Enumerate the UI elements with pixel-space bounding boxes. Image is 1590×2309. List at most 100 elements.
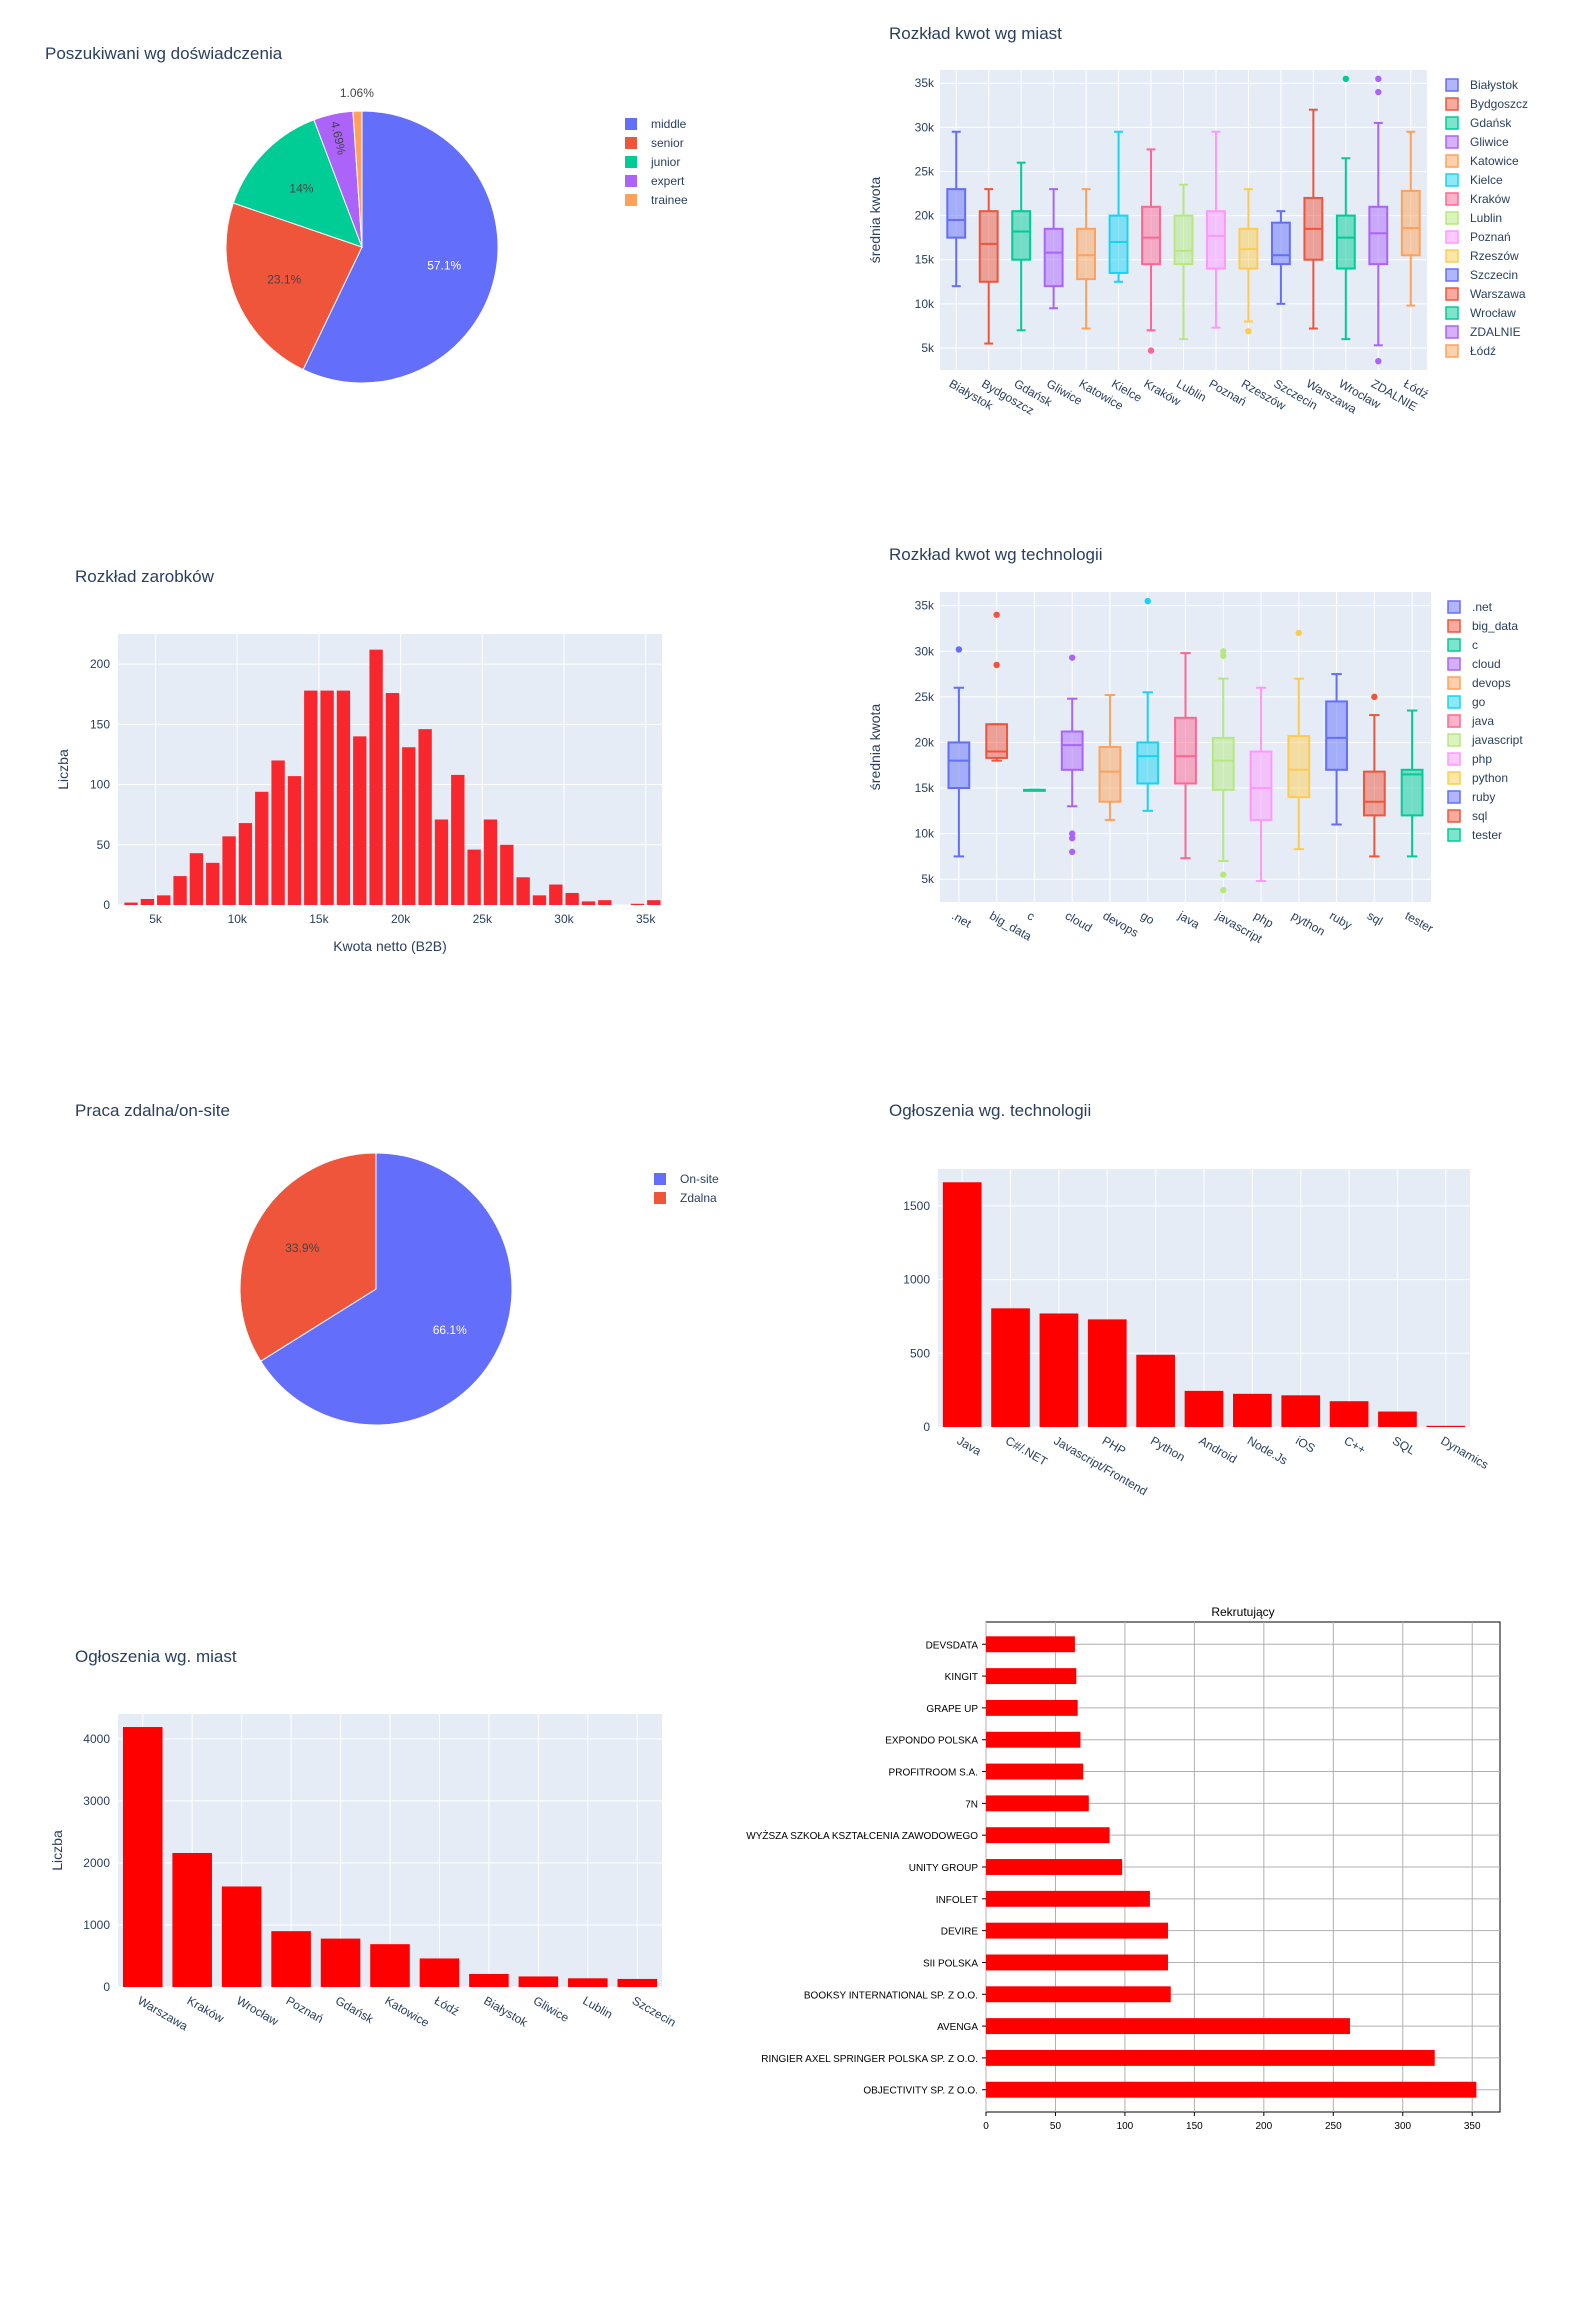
- histogram-bar: [581, 901, 596, 905]
- box-body-białystok: [946, 188, 967, 239]
- y-tick-label-sii-polska: SII POLSKA: [923, 1958, 978, 1969]
- pie-label-on-site: 66.1%: [433, 1323, 467, 1337]
- legend-label-gliwice: Gliwice: [1470, 135, 1509, 149]
- y-tick-label: 0: [103, 898, 110, 912]
- y-tick-label: 10k: [915, 297, 935, 311]
- legend-label-cloud: cloud: [1472, 657, 1501, 671]
- outlier-point-zdalnie: [1375, 357, 1382, 365]
- x-tick-label-gdańsk: Gdańsk: [333, 1993, 377, 2026]
- histogram-bar: [418, 729, 432, 905]
- bar-białystok: [469, 1973, 509, 1987]
- y-tick-label-avenga: AVENGA: [937, 2022, 978, 2033]
- box-go: [1136, 597, 1160, 812]
- y-tick-label: 0: [923, 1420, 930, 1434]
- y-axis-label: średnia kwota: [867, 704, 883, 791]
- pie-slice-senior: [225, 202, 363, 371]
- bar-booksy-international-sp-z-o-o: [986, 1986, 1171, 2003]
- pie-slice-on-site: [260, 1152, 513, 1426]
- y-tick-label: 5k: [921, 341, 935, 355]
- outlier-point-python: [1295, 629, 1303, 637]
- x-tick-label-katowice: Katowice: [383, 1993, 432, 2030]
- box-zdalnie: [1368, 75, 1389, 365]
- x-tick-label-python: Python: [1148, 1433, 1187, 1464]
- outlier-point-javascript: [1220, 648, 1227, 655]
- outlier-point-javascript: [1220, 871, 1227, 878]
- bar-unity-group: [986, 1859, 1123, 1875]
- experience-pie-chart: Poszukiwani wg doświadczenia 57.1% 23.1% 14…: [45, 44, 688, 384]
- x-tick-label-sql: sql: [1365, 908, 1385, 928]
- box-body-sql: [1362, 770, 1386, 817]
- box-javascript: [1211, 648, 1235, 894]
- x-tick-label-kraków: Kraków: [185, 1993, 227, 2025]
- y-tick-label: 30k: [915, 120, 935, 134]
- box-body-lublin: [1173, 214, 1194, 266]
- legend-label-kraków: Kraków: [1470, 192, 1510, 206]
- histogram-bar: [140, 898, 155, 905]
- legend-label-php: php: [1472, 752, 1492, 766]
- legend-swatch-gliwice: [1445, 135, 1459, 149]
- histogram-bar: [369, 649, 383, 905]
- y-tick-label: 4000: [83, 1732, 110, 1746]
- y-tick-label: 25k: [915, 690, 935, 704]
- legend-label-python: python: [1472, 771, 1508, 785]
- box-body-bydgoszcz: [978, 210, 999, 283]
- y-tick-label: 35k: [915, 76, 935, 90]
- histogram-bar: [532, 895, 547, 905]
- chart-title: Ogłoszenia wg. miast: [75, 1647, 237, 1666]
- outlier-point-zdalnie: [1375, 88, 1382, 96]
- legend-label-kielce: Kielce: [1470, 173, 1503, 187]
- bar-wrocław: [221, 1886, 262, 1987]
- bar-php: [1087, 1319, 1127, 1427]
- x-tick-label: 15k: [309, 912, 329, 926]
- legend-swatch-c: [1447, 638, 1461, 652]
- box-php: [1249, 686, 1273, 883]
- bar-javascript-frontend: [1039, 1313, 1079, 1427]
- box-body-big-data: [985, 723, 1009, 759]
- outlier-point-zdalnie: [1375, 75, 1382, 83]
- x-tick-label-go: go: [1138, 908, 1157, 927]
- y-tick-label: 25k: [915, 164, 935, 178]
- y-tick-label-wyższa-szkoła-kształcenia-zawodowego: WYŻSZA SZKOŁA KSZTAŁCENIA ZAWODOWEGO: [746, 1829, 978, 1842]
- legend-label-c: c: [1472, 638, 1478, 652]
- bar-profitroom-s-a: [986, 1763, 1084, 1780]
- histogram-bar: [287, 776, 302, 905]
- legend-label-białystok: Białystok: [1470, 78, 1519, 92]
- x-tick-label-net: .net: [949, 908, 974, 930]
- x-tick-label-łódź: Łódź: [432, 1993, 462, 2018]
- legend-label-big-data: big_data: [1472, 619, 1518, 633]
- salary-hist-panel: Rozkład zarobków 5k 10k 15k 20k 25k 30k 35k 0 50 1…: [0, 530, 800, 1000]
- bar-warszawa: [122, 1727, 163, 1987]
- bar-ringier-axel-springer-polska-sp-z-o-o: [986, 2049, 1435, 2066]
- outlier-point-go: [1144, 597, 1151, 605]
- legend-swatch-zdalna: [654, 1192, 666, 1204]
- y-tick-label: 1500: [903, 1199, 930, 1213]
- box-body-net: [947, 741, 971, 790]
- pie-slice-zdalna: [239, 1152, 377, 1362]
- x-tick-label-python: python: [1289, 908, 1327, 938]
- y-tick-label-expondo-polska: EXPONDO POLSKA: [885, 1736, 978, 1747]
- x-tick-label: 35k: [636, 912, 656, 926]
- histogram-bar: [353, 736, 367, 905]
- bar-c-net: [991, 1308, 1030, 1427]
- recruiters-panel: Rekrutujący 0 50 100 150 200 250 300 350 DEVSDATA…: [730, 1590, 1590, 2150]
- bar-lublin: [568, 1978, 608, 1987]
- legend-swatch-gdańsk: [1445, 116, 1459, 130]
- y-tick-label-kingit: KINGIT: [945, 1672, 978, 1683]
- pie-label-junior: 14%: [289, 181, 313, 195]
- x-tick-label-java: Java: [955, 1433, 984, 1458]
- y-tick-label: 30k: [915, 644, 935, 658]
- legend-swatch-kielce: [1445, 173, 1459, 187]
- box-poznań: [1206, 130, 1226, 329]
- y-tick-label: 150: [90, 717, 110, 731]
- bar-python: [1136, 1354, 1175, 1427]
- box-body-zdalnie: [1368, 205, 1389, 266]
- box-body-łódź: [1400, 189, 1421, 257]
- x-tick-label-ios: iOS: [1293, 1433, 1317, 1455]
- y-tick-label: 0: [103, 1980, 110, 1994]
- x-tick-label-node-js: Node.Js: [1245, 1433, 1290, 1467]
- bar-infolet: [986, 1890, 1150, 1907]
- outlier-point-kraków: [1147, 347, 1155, 354]
- box-big-data: [985, 611, 1009, 762]
- box-kraków: [1141, 148, 1161, 354]
- box-bydgoszcz: [978, 188, 999, 345]
